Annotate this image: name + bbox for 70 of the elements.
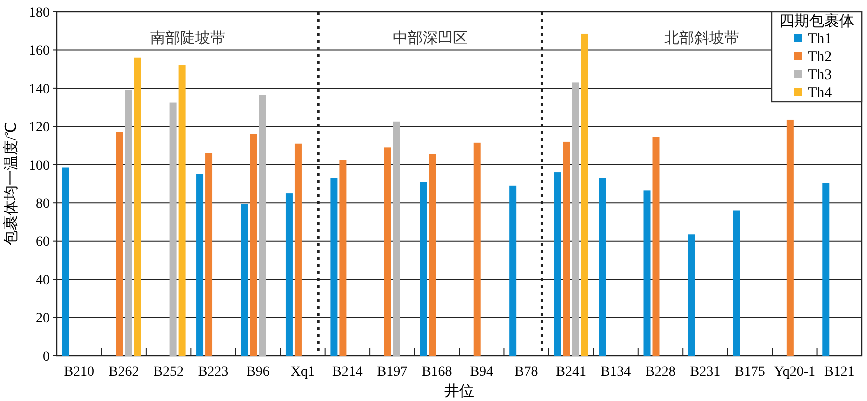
bar: [286, 194, 293, 356]
bar: [125, 90, 132, 356]
bar: [644, 190, 651, 356]
bar: [599, 178, 606, 356]
legend-label: Th2: [808, 49, 832, 66]
y-tick-label: 180: [29, 6, 50, 21]
bar: [330, 178, 338, 356]
bar: [652, 137, 660, 356]
x-tick-label: B168: [422, 365, 452, 380]
bar: [340, 160, 347, 356]
legend-label: Th4: [808, 85, 833, 102]
y-tick-label: 0: [43, 350, 50, 365]
bar: [572, 82, 580, 356]
bar: [688, 234, 696, 356]
y-tick-label: 40: [36, 273, 50, 288]
annotation: 南部陡坡带: [150, 30, 226, 47]
x-tick-label: B96: [246, 365, 270, 380]
x-tick-label: B94: [470, 365, 494, 380]
x-tick-label: B231: [690, 365, 721, 380]
annotation: 中部深凹区: [392, 30, 468, 47]
bar: [116, 132, 124, 356]
bar: [241, 204, 248, 356]
y-tick-label: 100: [29, 158, 50, 174]
bar: [554, 172, 562, 356]
x-tick-label: B78: [514, 365, 538, 380]
x-tick-label: B228: [646, 365, 676, 380]
y-tick-label: 140: [29, 82, 50, 98]
bar: [384, 148, 392, 356]
bar: [733, 210, 740, 356]
x-tick-label: B197: [377, 365, 408, 380]
bar: [294, 144, 302, 356]
y-tick-label: 20: [36, 312, 50, 327]
bar: [786, 120, 794, 356]
bar: [420, 182, 428, 356]
bar: [62, 168, 70, 356]
bar: [474, 142, 481, 356]
x-tick-label: B210: [64, 365, 95, 380]
bar: [510, 186, 517, 356]
x-tick-label: B262: [108, 365, 140, 380]
bar: [563, 142, 570, 356]
bar: [196, 174, 204, 356]
x-axis-title: 井位: [444, 383, 474, 400]
y-tick-label: 80: [36, 197, 50, 212]
bar: [393, 122, 400, 356]
y-tick-label: 120: [29, 120, 50, 136]
bar: [429, 154, 436, 356]
x-tick-label: Xq1: [290, 365, 316, 380]
x-tick-label: B223: [198, 365, 229, 380]
x-tick-label: B241: [556, 365, 586, 380]
legend-label: Th3: [808, 67, 832, 84]
annotation: 北部斜坡带: [664, 30, 740, 47]
x-tick-label: B134: [600, 365, 632, 380]
bar: [178, 66, 186, 356]
x-tick-label: B175: [735, 365, 766, 380]
bar: [259, 95, 266, 356]
bar: [134, 58, 142, 356]
bar: [581, 34, 588, 356]
x-tick-label: B214: [332, 365, 363, 380]
bar: [170, 102, 177, 356]
bar: [206, 153, 213, 356]
bar: [822, 183, 830, 356]
x-tick-label: B252: [154, 365, 184, 380]
legend-label: Th1: [808, 31, 832, 48]
y-tick-label: 60: [36, 235, 50, 250]
bar: [250, 134, 258, 356]
y-tick-label: 160: [29, 44, 50, 60]
x-tick-label: Yq20-1: [774, 365, 816, 380]
legend-title: 四期包裹体: [780, 13, 854, 30]
x-tick-label: B121: [824, 365, 855, 380]
y-axis-title: 包裹体均一温度/℃: [3, 122, 20, 246]
